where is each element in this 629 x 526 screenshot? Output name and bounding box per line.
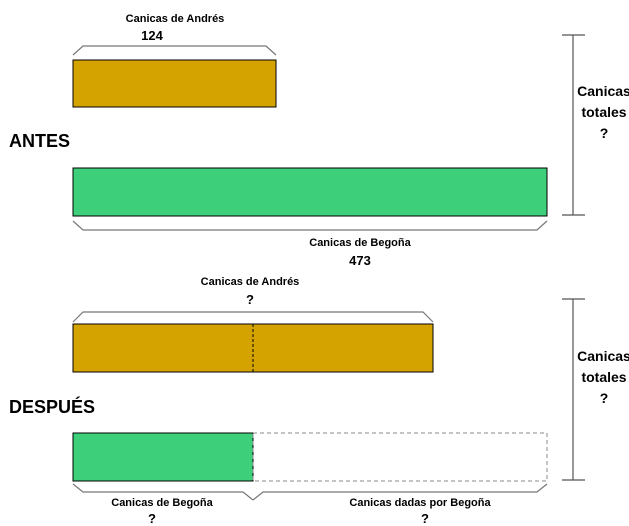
total-antes-label-line1: Canicas [577, 83, 629, 99]
total-antes-label-line2: totales [581, 104, 627, 120]
dadas-despues-value: ? [421, 511, 429, 526]
begona-despues-bar [72, 432, 254, 482]
dadas-despues-label: Canicas dadas por Begoña [349, 497, 491, 509]
andres-antes-brace [72, 45, 277, 56]
total-despues-label-line1: Canicas [577, 348, 629, 364]
total-antes-value: ? [599, 125, 609, 141]
andres-despues-brace [72, 311, 434, 323]
andres-despues-value: ? [246, 292, 254, 307]
begona-antes-brace [72, 220, 548, 231]
andres-antes-label: Canicas de Andrés [125, 13, 225, 25]
dadas-despues-bar [252, 432, 548, 482]
total-antes-label: Canicas totales ? [570, 81, 629, 144]
andres-antes-bar [72, 59, 277, 108]
begona-antes-bar [72, 167, 548, 217]
total-despues-label-line2: totales [581, 369, 627, 385]
despues-section-label: DESPUÉS [9, 397, 96, 417]
begona-despues-brace [72, 483, 254, 501]
begona-antes-label: Canicas de Begoña [309, 237, 411, 249]
andres-antes-value: 124 [141, 28, 163, 43]
total-despues-value: ? [599, 390, 609, 406]
begona-despues-value: ? [148, 511, 156, 526]
dadas-despues-brace [252, 483, 548, 501]
total-despues-bracket [562, 298, 585, 481]
total-antes-bracket [562, 34, 585, 216]
total-despues-label: Canicas totales ? [570, 346, 629, 409]
begona-antes-value: 473 [349, 253, 371, 268]
antes-section-label: ANTES [9, 131, 71, 151]
begona-despues-label: Canicas de Begoña [111, 497, 213, 509]
andres-despues-label: Canicas de Andrés [200, 276, 300, 288]
